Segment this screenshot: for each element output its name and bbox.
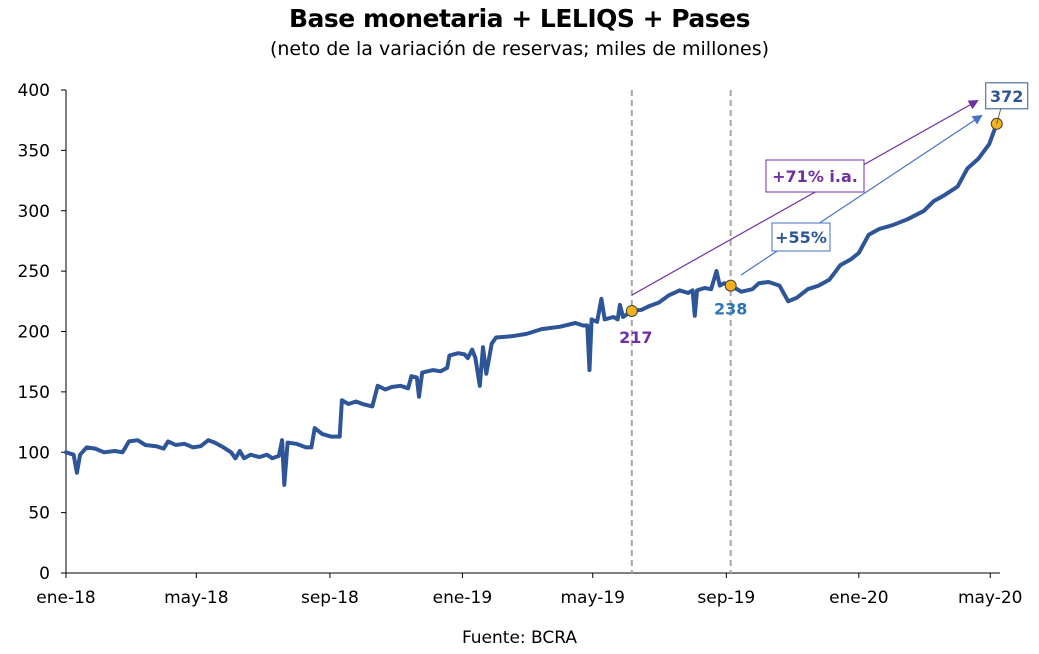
y-tick-label: 400 [18,81,50,101]
blue-annotation-box [771,222,831,252]
purple-annotation-box [765,159,865,193]
x-tick-label: may-19 [560,588,625,608]
y-tick-label: 200 [18,323,50,343]
y-tick-label: 350 [18,141,50,161]
chart-subtitle: (neto de la variación de reservas; miles… [269,38,770,60]
highlight-point [724,279,737,292]
axes: 0 50 100 150 200 250 300 350 400 ene-18 may-18 sep-… [18,81,1023,608]
point-value-label: 372 [990,87,1023,106]
annotations-layer: +71% i.a. +55% [631,100,983,296]
highlight-points: 217 238 372 [619,82,1029,347]
series-line [64,121,999,487]
point-label-leader [996,108,1002,124]
y-tick-label: 100 [18,443,50,463]
y-tick-label: 150 [18,383,50,403]
x-tick-label: sep-18 [301,588,359,608]
x-tick-label: sep-19 [697,588,755,608]
highlight-point [625,304,638,317]
x-tick-label: ene-20 [829,588,888,608]
x-tick-label: may-18 [164,588,229,608]
purple-annotation-label: +71% i.a. [772,167,858,186]
point-label-box [985,82,1029,110]
y-tick-label: 0 [39,564,50,584]
point-value-label: 238 [714,300,747,319]
purple-growth-arrow [631,100,979,296]
x-tick-label: ene-19 [433,588,492,608]
chart-source: Fuente: BCRA [461,628,578,648]
series-layer [64,121,999,487]
y-tick-label: 300 [18,202,50,222]
y-tick-label: 250 [18,262,50,282]
point-value-label: 217 [619,328,652,347]
x-tick-label: ene-18 [36,588,95,608]
vertical-markers [630,90,732,573]
y-tick-label: 50 [28,504,50,524]
x-tick-label: may-20 [958,588,1023,608]
chart-title: Base monetaria + LELIQS + Pases [289,4,750,33]
blue-annotation-label: +55% [775,228,827,247]
